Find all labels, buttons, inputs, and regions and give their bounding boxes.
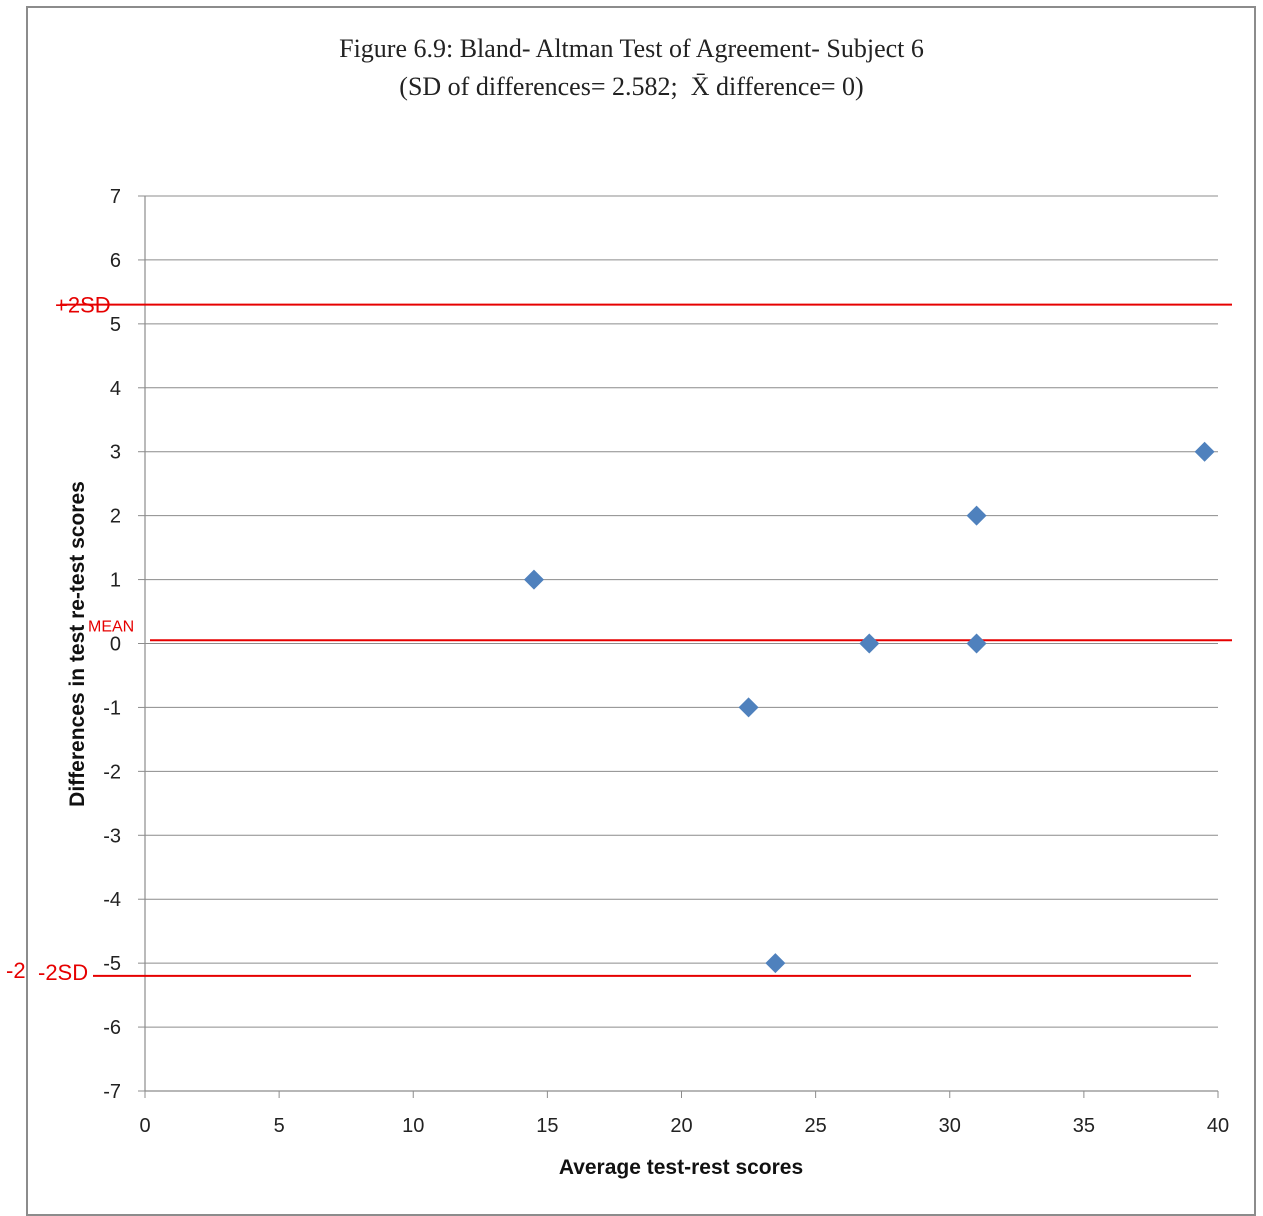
data-point — [966, 505, 987, 526]
x-axis-title: Average test-rest scores — [559, 1156, 803, 1179]
x-tick-label: 10 — [402, 1115, 424, 1137]
y-tick-label: 6 — [110, 250, 121, 272]
x-tick-label: 35 — [1073, 1115, 1095, 1137]
y-tick-label: 2 — [110, 506, 121, 528]
reference-label: MEAN — [88, 618, 134, 635]
y-tick-labels: 7 6 5 4 3 2 1 0 -1 -2 -3 -4 -5 -6 -7 — [103, 186, 121, 1103]
x-tick-label: 0 — [139, 1115, 150, 1137]
x-tick-label: 30 — [939, 1115, 961, 1137]
stray-label: -2 — [6, 958, 26, 983]
chart-frame — [26, 6, 1256, 1216]
x-tick-label: 20 — [670, 1115, 692, 1137]
data-points — [523, 441, 1215, 974]
y-tick-label: 0 — [110, 634, 121, 656]
x-tick-label: 15 — [536, 1115, 558, 1137]
y-tick-label: -6 — [103, 1017, 121, 1039]
x-tick-label: 25 — [805, 1115, 827, 1137]
y-tick-label: -7 — [103, 1081, 121, 1103]
chart-title-block: Figure 6.9: Bland- Altman Test of Agreem… — [0, 30, 1263, 106]
y-tick-label: -3 — [103, 825, 121, 847]
y-tick-label: -1 — [103, 697, 121, 719]
grid-lines — [145, 195, 1218, 1092]
reference-label: +2SD — [55, 293, 111, 318]
chart-subtitle: (SD of differences= 2.582; X̄ difference… — [399, 72, 864, 101]
y-tick-label: -5 — [103, 953, 121, 975]
x-tick-label: 40 — [1207, 1115, 1229, 1137]
y-tick-label: 4 — [110, 378, 121, 400]
data-point — [523, 569, 544, 590]
chart-title: Figure 6.9: Bland- Altman Test of Agreem… — [339, 34, 924, 63]
x-tick-label: 5 — [274, 1115, 285, 1137]
data-point — [966, 633, 987, 654]
y-tick-label: 5 — [110, 314, 121, 336]
data-point — [1194, 441, 1215, 462]
y-tick-label: -4 — [103, 889, 121, 911]
data-point — [859, 633, 880, 654]
y-tick-label: 3 — [110, 442, 121, 464]
y-tick-label: 1 — [110, 570, 121, 592]
y-axis-title: Differences in test re-test scores — [66, 481, 89, 807]
data-point — [738, 697, 759, 718]
axes — [138, 195, 1219, 1098]
data-point — [765, 953, 786, 974]
reference-label: -2SD — [38, 960, 88, 985]
y-tick-label: 7 — [110, 186, 121, 208]
y-tick-label: -2 — [103, 761, 121, 783]
x-tick-labels: 0 5 10 15 20 25 30 35 40 — [139, 1115, 1229, 1137]
reference-lines: +2SD MEAN -2SD — [38, 293, 1232, 985]
